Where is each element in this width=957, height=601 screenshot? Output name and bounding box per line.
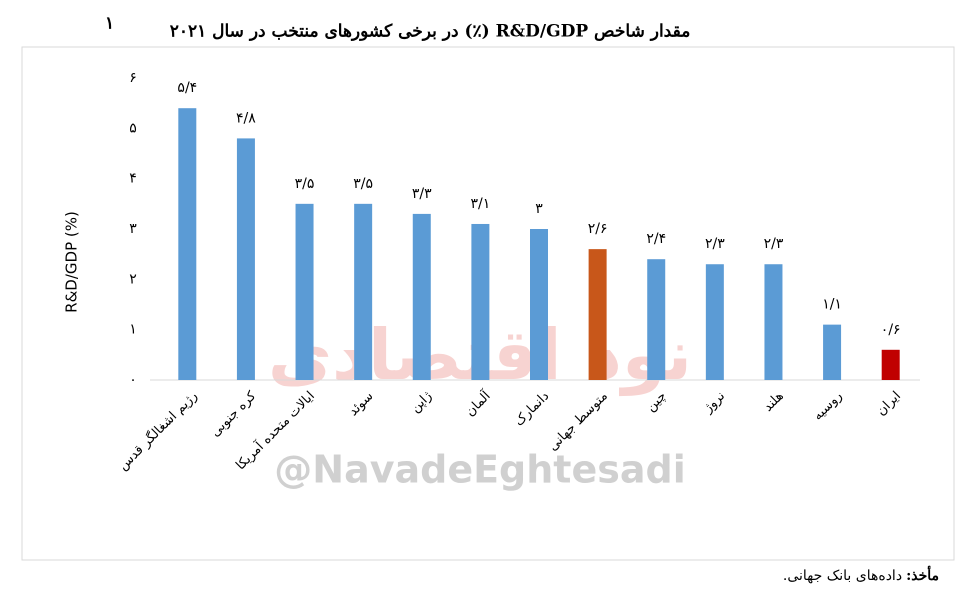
bar — [295, 203, 314, 380]
y-tick-label: ۴ — [129, 171, 137, 187]
chart-title: مقدار شاخص R&D/GDP (٪) در برخی کشورهای م… — [170, 22, 691, 42]
title-footnote: ۱ — [105, 14, 114, 34]
x-tick-label: متوسط جهانی — [546, 389, 611, 454]
bar — [178, 108, 197, 380]
x-tick-label: کره جنوبی — [208, 388, 260, 440]
source-label: مأخذ: — [906, 568, 939, 584]
bar — [471, 223, 490, 380]
value-label: ۲/۳ — [764, 236, 784, 252]
bar — [647, 259, 666, 380]
watermark: @NavadeEghtesadi — [274, 448, 685, 492]
bar — [881, 349, 900, 380]
value-label: ۰/۶ — [881, 322, 901, 338]
value-label: ۳ — [535, 201, 543, 217]
value-label: ۳/۵ — [353, 176, 373, 192]
y-tick-label: ۵ — [129, 120, 137, 136]
value-label: ۳/۱ — [471, 196, 491, 212]
value-label: ۲/۶ — [588, 221, 608, 237]
bar — [705, 264, 724, 380]
bar — [412, 213, 431, 380]
value-label: ۵/۴ — [177, 80, 197, 96]
y-tick-label: ۶ — [129, 70, 137, 86]
chart-border — [21, 46, 955, 561]
source-text: داده‌های بانک جهانی. — [782, 568, 903, 584]
value-label: ۳/۳ — [412, 186, 432, 202]
y-tick-label: ۱ — [129, 322, 137, 338]
source-note: مأخذ:داده‌های بانک جهانی. — [783, 568, 939, 584]
bar — [530, 229, 548, 380]
bar — [236, 138, 255, 380]
y-tick-label: ۲ — [129, 271, 137, 287]
x-tick-label: ایران — [874, 389, 904, 419]
y-tick-label: ۳ — [129, 221, 137, 237]
bar — [588, 249, 607, 380]
value-label: ۲/۳ — [705, 236, 725, 252]
value-label: ۱/۱ — [822, 297, 842, 313]
x-tick-label: رژیم اشغالگر قدس — [115, 388, 201, 474]
bar — [764, 264, 783, 380]
x-tick-label: هلند — [761, 389, 787, 415]
value-label: ۳/۵ — [295, 176, 315, 192]
value-label: ۴/۸ — [236, 110, 256, 126]
value-label: ۲/۴ — [646, 231, 666, 247]
x-tick-label: نروژ — [700, 389, 728, 417]
bar — [823, 324, 842, 380]
bar — [354, 203, 373, 380]
y-axis-label: R&D/GDP (%) — [63, 211, 81, 313]
y-tick-label: ۰ — [129, 372, 137, 388]
x-tick-label: روسیه — [810, 389, 845, 424]
